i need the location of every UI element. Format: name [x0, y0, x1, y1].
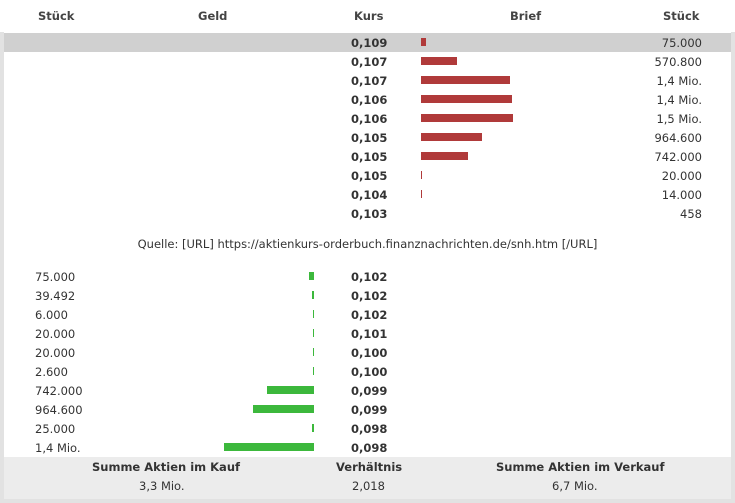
bid-row: 6.000 0,102 [4, 305, 731, 324]
bid-row: 1,4 Mio. 0,098 [4, 438, 731, 457]
ask-stueck: 14.000 [661, 188, 702, 202]
bid-kurs: 0,101 [351, 327, 388, 341]
ask-volume-bar [421, 152, 468, 160]
header-brief: Brief [510, 9, 542, 23]
ask-kurs: 0,103 [351, 207, 388, 221]
ask-kurs: 0,105 [351, 169, 388, 183]
ask-kurs: 0,107 [351, 55, 388, 69]
bid-kurs: 0,099 [351, 384, 388, 398]
header-kurs: Kurs [354, 9, 384, 23]
bid-volume-bar [309, 272, 314, 280]
ask-stueck: 964.600 [654, 131, 702, 145]
bid-volume-bar [312, 424, 314, 432]
ask-row: 0,107 1,4 Mio. [4, 71, 731, 90]
ask-kurs: 0,107 [351, 74, 388, 88]
ask-stueck: 742.000 [654, 150, 702, 164]
bid-volume-bar [267, 386, 314, 394]
ask-volume-bar [421, 57, 457, 65]
ask-stueck: 458 [680, 207, 702, 221]
bid-row: 20.000 0,101 [4, 324, 731, 343]
ask-volume-bar [421, 133, 482, 141]
ask-row: 0,109 75.000 [4, 33, 731, 52]
ask-row: 0,107 570.800 [4, 52, 731, 71]
ask-kurs: 0,109 [351, 36, 388, 50]
bid-volume-bar [313, 367, 314, 375]
sum-verkauf-label: Summe Aktien im Verkauf [496, 460, 665, 474]
bid-stueck: 964.600 [35, 403, 83, 417]
ask-volume-bar [421, 114, 513, 122]
ratio-label: Verhältnis [336, 460, 403, 474]
ask-row: 0,105 964.600 [4, 128, 731, 147]
bid-row: 742.000 0,099 [4, 381, 731, 400]
sum-verkauf-value: 6,7 Mio. [552, 479, 598, 493]
ask-row: 0,105 20.000 [4, 166, 731, 185]
bid-volume-bar [313, 310, 314, 318]
ask-stueck: 75.000 [661, 36, 702, 50]
bid-kurs: 0,099 [351, 403, 388, 417]
ask-volume-bar [421, 95, 512, 103]
ask-stueck: 1,5 Mio. [656, 112, 702, 126]
ask-volume-bar [421, 38, 426, 46]
header-geld: Geld [198, 9, 228, 23]
bid-kurs: 0,098 [351, 441, 388, 455]
bid-kurs: 0,098 [351, 422, 388, 436]
bid-row: 20.000 0,100 [4, 343, 731, 362]
bid-stueck: 742.000 [35, 384, 83, 398]
bid-row: 964.600 0,099 [4, 400, 731, 419]
bid-kurs: 0,100 [351, 346, 388, 360]
ask-row: 0,104 14.000 [4, 185, 731, 204]
ask-row: 0,105 742.000 [4, 147, 731, 166]
ask-volume-bar [421, 190, 422, 198]
bid-kurs: 0,102 [351, 308, 388, 322]
bid-stueck: 6.000 [35, 308, 68, 322]
bid-stueck: 75.000 [35, 270, 76, 284]
bid-kurs: 0,100 [351, 365, 388, 379]
bid-row: 75.000 0,102 [4, 267, 731, 286]
ask-kurs: 0,106 [351, 93, 388, 107]
ask-stueck: 1,4 Mio. [656, 93, 702, 107]
bid-volume-bar [224, 443, 314, 451]
ask-kurs: 0,104 [351, 188, 388, 202]
ask-row: 0,106 1,4 Mio. [4, 90, 731, 109]
bid-stueck: 39.492 [35, 289, 76, 303]
ask-stueck: 20.000 [661, 169, 702, 183]
ratio-value: 2,018 [352, 479, 385, 493]
ask-volume-bar [421, 171, 422, 179]
ask-kurs: 0,105 [351, 150, 388, 164]
bid-volume-bar [313, 348, 314, 356]
bid-volume-bar [313, 329, 314, 337]
summary-footer: Summe Aktien im Kauf 3,3 Mio. Verhältnis… [4, 457, 731, 499]
ask-row: 0,106 1,5 Mio. [4, 109, 731, 128]
bid-row: 39.492 0,102 [4, 286, 731, 305]
bid-stueck: 20.000 [35, 327, 76, 341]
header-stueck-right: Stück [663, 9, 700, 23]
source-note: Quelle: [URL] https://aktienkurs-orderbu… [137, 237, 598, 251]
bid-kurs: 0,102 [351, 289, 388, 303]
bid-stueck: 1,4 Mio. [35, 441, 81, 455]
bid-row: 25.000 0,098 [4, 419, 731, 438]
orderbook-header: Stück Geld Kurs Brief Stück [0, 0, 735, 32]
bid-stueck: 20.000 [35, 346, 76, 360]
bid-volume-bar [312, 291, 314, 299]
ask-stueck: 1,4 Mio. [656, 74, 702, 88]
ask-kurs: 0,106 [351, 112, 388, 126]
ask-kurs: 0,105 [351, 131, 388, 145]
sum-kauf-label: Summe Aktien im Kauf [92, 460, 241, 474]
bid-kurs: 0,102 [351, 270, 388, 284]
bid-volume-bar [253, 405, 314, 413]
sum-kauf-value: 3,3 Mio. [139, 479, 185, 493]
bid-stueck: 2.600 [35, 365, 68, 379]
ask-volume-bar [421, 76, 510, 84]
bid-row: 2.600 0,100 [4, 362, 731, 381]
ask-row: 0,103 458 [4, 204, 731, 223]
bid-stueck: 25.000 [35, 422, 76, 436]
header-stueck-left: Stück [38, 9, 75, 23]
ask-stueck: 570.800 [654, 55, 702, 69]
